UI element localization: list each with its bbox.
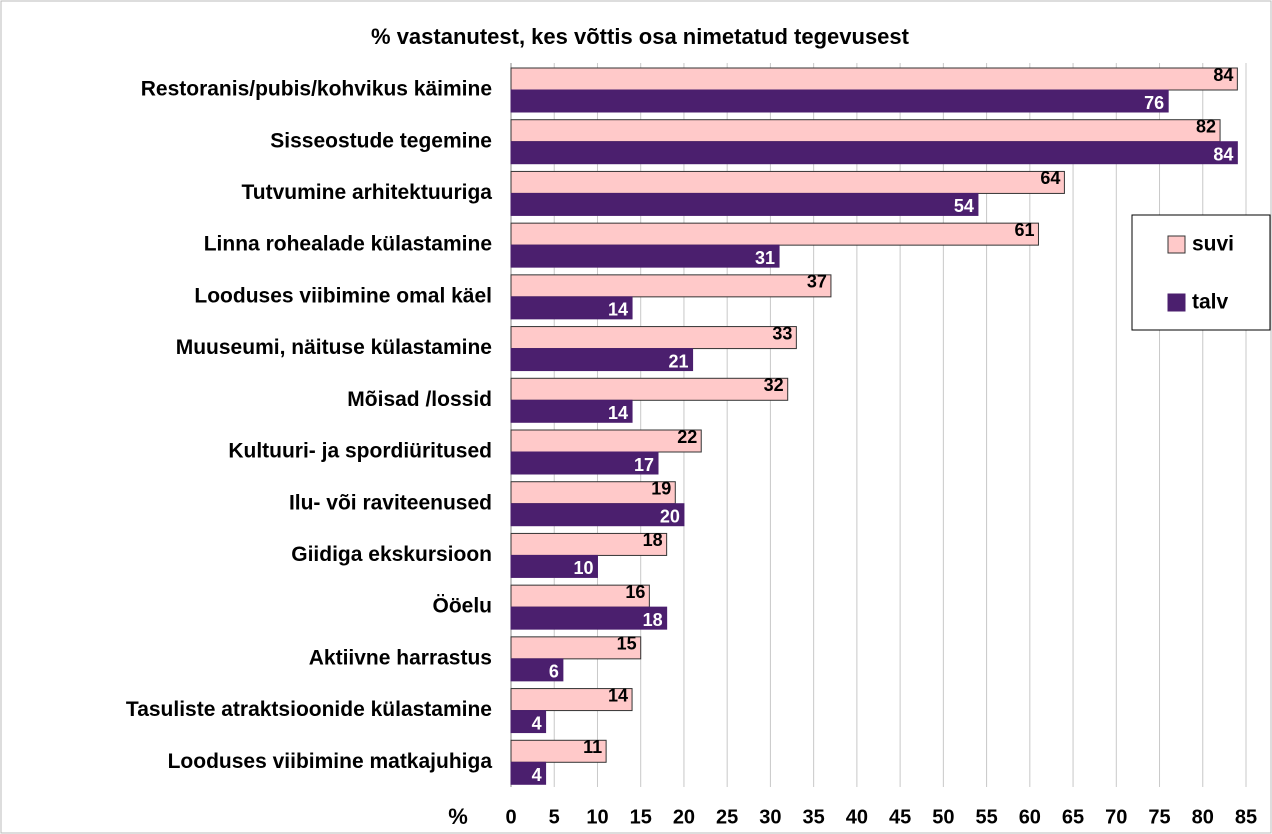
- y-tick-label: Muuseumi, näituse külastamine: [176, 336, 492, 359]
- value-label: 16: [625, 582, 645, 602]
- bar: [510, 554, 598, 578]
- y-tick-label: Ilu- või raviteenused: [289, 491, 492, 514]
- bar: [510, 710, 547, 734]
- x-tick-label: 5: [549, 806, 560, 828]
- y-tick-label: Kultuuri- ja spordiüritused: [228, 440, 492, 463]
- x-tick-label: 80: [1192, 806, 1214, 828]
- value-label: 61: [1014, 220, 1034, 240]
- legend-box: [1131, 214, 1271, 331]
- value-label: 33: [772, 323, 792, 343]
- value-label: 31: [755, 248, 775, 268]
- bar: [510, 377, 789, 401]
- bar: [510, 170, 1065, 194]
- bar: [510, 274, 832, 298]
- value-label: 15: [617, 634, 637, 654]
- value-label: 22: [677, 427, 697, 447]
- value-label: 82: [1196, 116, 1216, 136]
- y-tick-label: Sisseostude tegemine: [270, 129, 492, 152]
- x-tick-label: 55: [975, 806, 997, 828]
- legend-label: talv: [1192, 291, 1229, 314]
- value-label: 17: [634, 455, 654, 475]
- value-label: 4: [532, 713, 542, 733]
- bar: [510, 348, 694, 372]
- chart-title: % vastanutest, kes võttis osa nimetatud …: [371, 24, 910, 49]
- value-label: 18: [643, 530, 663, 550]
- y-tick-label: Ööelu: [432, 595, 492, 618]
- x-tick-label: 20: [673, 806, 695, 828]
- x-tick-label: 0: [505, 806, 516, 828]
- value-label: 14: [608, 300, 628, 320]
- x-tick-label: 50: [932, 806, 954, 828]
- bar: [510, 739, 607, 763]
- x-tick-label: 40: [846, 806, 868, 828]
- bar: [510, 761, 547, 785]
- value-label: 84: [1213, 65, 1233, 85]
- y-tick-label: Restoranis/pubis/kohvikus käimine: [141, 78, 492, 101]
- x-tick-label: 45: [889, 806, 911, 828]
- value-label: 32: [764, 375, 784, 395]
- value-label: 14: [608, 403, 628, 423]
- value-label: 11: [583, 737, 602, 757]
- x-tick-label: 30: [759, 806, 781, 828]
- value-label: 18: [643, 610, 663, 630]
- value-label: 76: [1144, 93, 1164, 113]
- bar: [510, 67, 1238, 91]
- x-tick-label: 35: [803, 806, 825, 828]
- x-tick-label: 25: [716, 806, 738, 828]
- value-label: 10: [573, 558, 593, 578]
- y-tick-label: Looduses viibimine matkajuhiga: [168, 750, 493, 773]
- x-tick-label: 75: [1148, 806, 1170, 828]
- value-label: 6: [549, 662, 559, 682]
- y-tick-label: Aktiivne harrastus: [309, 646, 492, 669]
- bar: [510, 244, 780, 268]
- x-tick-label: 10: [586, 806, 608, 828]
- y-tick-label: Giidiga ekskursioon: [291, 543, 492, 566]
- bar: [510, 222, 1039, 246]
- bar: [510, 399, 633, 423]
- bar: [510, 606, 668, 630]
- x-tick-label: 60: [1019, 806, 1041, 828]
- bar: [510, 89, 1169, 113]
- bar: [510, 636, 642, 660]
- bar: [510, 429, 702, 453]
- legend-label: suvi: [1192, 233, 1234, 256]
- y-tick-label: Linna rohealade külastamine: [204, 233, 492, 256]
- y-tick-label: Mõisad /lossid: [347, 388, 492, 411]
- x-axis-label: %: [448, 804, 468, 829]
- bar: [510, 658, 564, 682]
- x-tick-label: 65: [1062, 806, 1084, 828]
- y-tick-label: Tutvumine arhitektuuriga: [242, 181, 493, 204]
- bar: [510, 141, 1238, 165]
- bar: [510, 503, 685, 527]
- bar: [510, 296, 633, 320]
- value-label: 54: [954, 196, 974, 216]
- value-label: 64: [1040, 168, 1060, 188]
- y-tick-label: Looduses viibimine omal käel: [194, 284, 492, 307]
- value-label: 84: [1213, 144, 1233, 164]
- value-label: 20: [660, 506, 680, 526]
- value-label: 14: [608, 685, 628, 705]
- bar: [510, 326, 797, 350]
- bar: [510, 688, 633, 712]
- y-tick-label: Tasuliste atraktsioonide külastamine: [126, 698, 492, 721]
- value-label: 4: [532, 765, 542, 785]
- legend-swatch: [1167, 235, 1186, 254]
- x-tick-label: 15: [630, 806, 652, 828]
- value-label: 37: [807, 272, 827, 292]
- bar: [510, 119, 1221, 143]
- bar: [510, 192, 979, 216]
- legend-swatch: [1167, 293, 1186, 312]
- value-label: 19: [651, 478, 671, 498]
- x-tick-label: 85: [1235, 806, 1257, 828]
- value-label: 21: [669, 351, 689, 371]
- x-tick-label: 70: [1105, 806, 1127, 828]
- bar: [510, 451, 659, 475]
